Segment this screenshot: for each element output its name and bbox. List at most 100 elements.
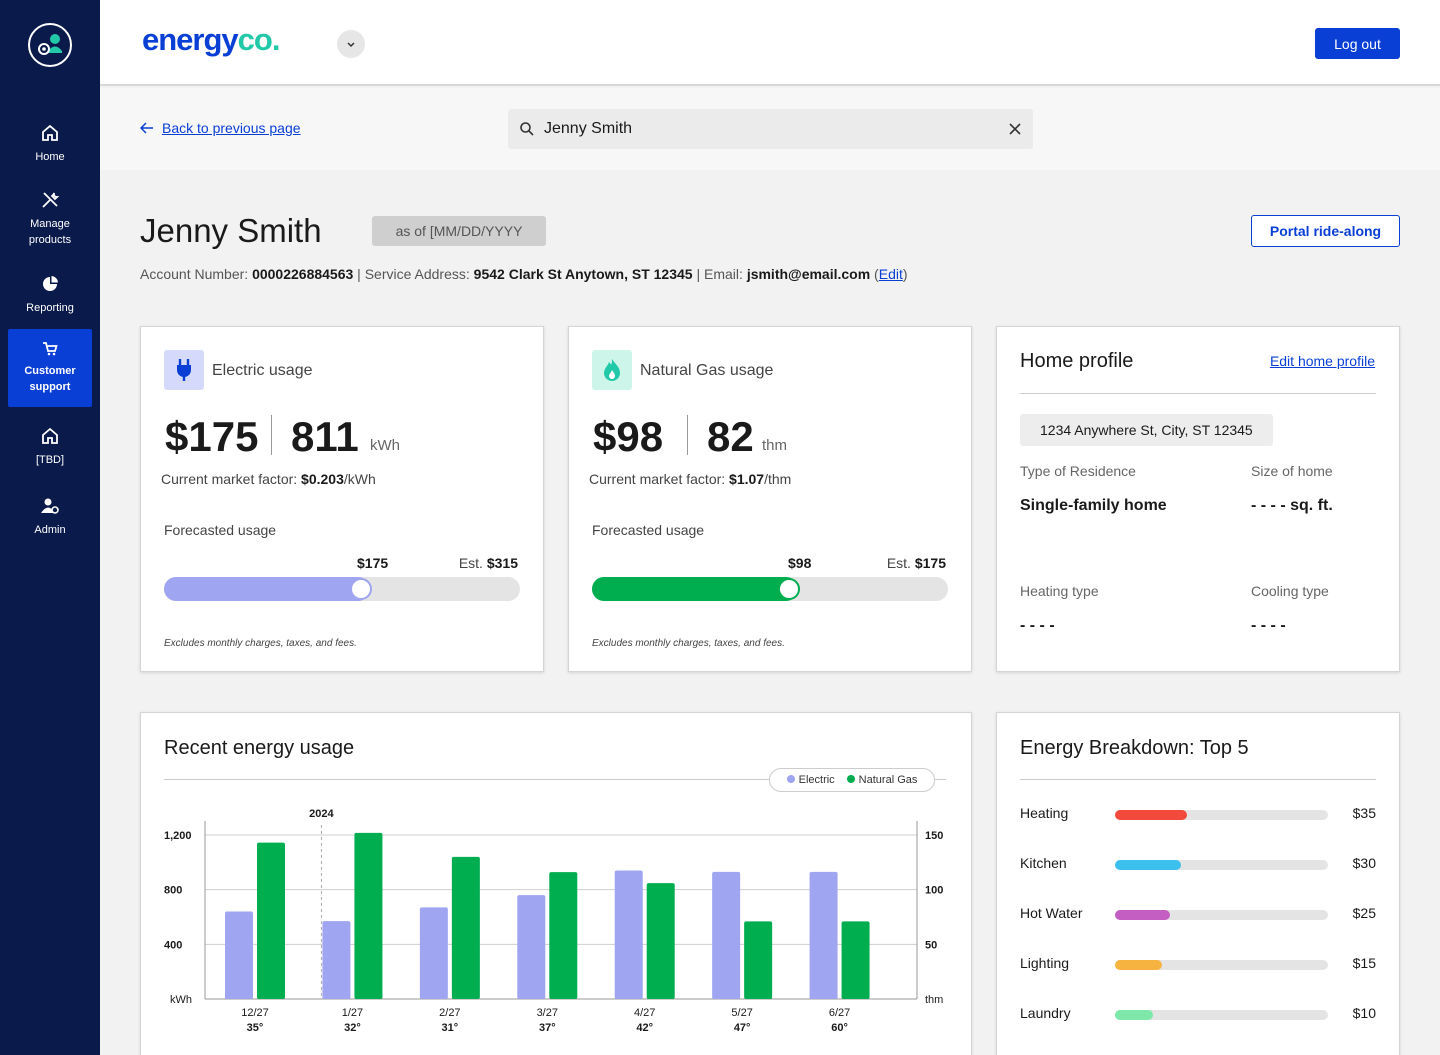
flame-icon xyxy=(592,350,632,390)
bar-natural-gas xyxy=(451,856,480,999)
search-box xyxy=(508,109,1033,149)
usage-cost: $98 xyxy=(593,413,664,460)
breakdown-bar xyxy=(1115,1010,1328,1020)
usage-note: Excludes monthly charges, taxes, and fee… xyxy=(164,638,357,649)
cooling-type-label: Cooling type xyxy=(1251,583,1329,599)
x-tick-temperature: 32° xyxy=(344,1022,361,1034)
chart-title: Recent energy usage xyxy=(164,737,355,759)
as-of-badge: as of [MM/DD/YYYY xyxy=(372,216,546,246)
x-tick-label: 12/27 xyxy=(241,1007,269,1019)
breakdown-row-laundry: Laundry $10 xyxy=(1020,1005,1376,1025)
divider xyxy=(164,779,946,780)
forecast-current: $175 xyxy=(357,555,389,571)
residence-type-label: Type of Residence xyxy=(1020,463,1136,479)
back-link[interactable]: Back to previous page xyxy=(140,120,301,136)
home-profile-title: Home profile xyxy=(1020,350,1134,372)
year-marker-label: 2024 xyxy=(309,808,334,820)
portal-ride-along-button[interactable]: Portal ride-along xyxy=(1251,215,1400,247)
home-icon xyxy=(42,427,58,444)
search-input[interactable] xyxy=(544,109,984,149)
usage-amount: 82 xyxy=(707,413,754,460)
forecast-label: Forecasted usage xyxy=(164,522,277,538)
breakdown-value: $35 xyxy=(1352,805,1376,821)
market-factor: Current market factor: $0.203/kWh xyxy=(161,471,376,487)
breakdown-row-kitchen: Kitchen $30 xyxy=(1020,855,1376,875)
bar-natural-gas xyxy=(354,832,383,999)
heating-type-value: - - - - xyxy=(1020,617,1055,634)
breakdown-bar-fill xyxy=(1115,1010,1153,1020)
breakdown-bar xyxy=(1115,960,1328,970)
forecast-progress-bar xyxy=(592,577,948,601)
bar-natural-gas xyxy=(744,921,773,999)
close-icon[interactable] xyxy=(1008,122,1022,136)
breakdown-bar-fill xyxy=(1115,960,1162,970)
gas-usage-card: Natural Gas usage $98 82 thm Current mar… xyxy=(568,326,972,672)
edit-account-link[interactable]: Edit xyxy=(878,266,903,282)
usage-bar-chart: 400 800 1,200 50 100 150 kWh thm 2024 12/27 35° 1/2… xyxy=(164,808,943,1034)
heating-type-label: Heating type xyxy=(1020,583,1099,599)
recent-energy-usage-card: Recent energy usage Electric Natural Gas… xyxy=(140,712,972,1055)
forecast-current: $98 xyxy=(788,555,812,571)
forecast-estimate: Est. $315 xyxy=(458,555,518,571)
breakdown-bar-fill xyxy=(1115,860,1181,870)
sidebar-item-manage-products[interactable]: Manage products xyxy=(8,180,92,258)
usage-title: Electric usage xyxy=(212,362,313,379)
home-icon xyxy=(42,124,58,141)
usage-title: Natural Gas usage xyxy=(640,362,774,379)
legend-item-electric: Electric xyxy=(786,774,835,786)
app-logo-icon[interactable] xyxy=(28,23,72,67)
y-right-tick-label: 50 xyxy=(925,939,937,951)
page-title: Jenny Smith xyxy=(140,212,322,249)
usage-amount: 811 xyxy=(291,413,359,460)
breakdown-row-hot-water: Hot Water $25 xyxy=(1020,905,1376,925)
sidebar-item-label: Manage products xyxy=(28,218,72,246)
sidebar-item-label: Customer support xyxy=(24,365,76,393)
user-gear-icon xyxy=(41,498,59,514)
forecast-progress-fill xyxy=(592,577,798,601)
x-tick-temperature: 47° xyxy=(734,1022,751,1034)
account-info: Account Number: 0000226884563 | Service … xyxy=(140,266,908,282)
bar-electric xyxy=(614,870,643,999)
account-number: 0000226884563 xyxy=(252,266,354,282)
breakdown-bar xyxy=(1115,810,1328,820)
breakdown-row-heating: Heating $35 xyxy=(1020,805,1376,825)
sidebar-item-admin[interactable]: Admin xyxy=(8,478,92,556)
usage-note: Excludes monthly charges, taxes, and fee… xyxy=(592,638,785,649)
x-tick-label: 1/27 xyxy=(342,1007,363,1019)
edit-home-profile-link[interactable]: Edit home profile xyxy=(1269,353,1375,369)
x-tick-temperature: 60° xyxy=(831,1022,848,1034)
x-tick-temperature: 35° xyxy=(247,1022,264,1034)
sidebar-item-home[interactable]: Home xyxy=(8,105,92,183)
breakdown-bar-fill xyxy=(1115,810,1187,820)
home-size-value: - - - - sq. ft. xyxy=(1251,497,1333,514)
divider xyxy=(1020,393,1376,394)
sidebar-item-label: [TBD] xyxy=(35,454,65,466)
brand-dropdown-button[interactable] xyxy=(337,30,365,58)
x-tick-label: 5/27 xyxy=(731,1007,752,1019)
x-tick-temperature: 42° xyxy=(636,1022,653,1034)
breakdown-value: $30 xyxy=(1352,855,1376,871)
breakdown-bar xyxy=(1115,910,1328,920)
x-tick-label: 4/27 xyxy=(634,1007,655,1019)
logout-button[interactable]: Log out xyxy=(1315,28,1400,59)
search-icon xyxy=(520,122,534,136)
bar-electric xyxy=(517,895,546,999)
legend-item-gas: Natural Gas xyxy=(846,774,917,786)
usage-unit: kWh xyxy=(370,437,400,454)
bar-electric xyxy=(419,907,448,999)
sidebar-item-customer-support[interactable]: Customer support xyxy=(8,329,92,407)
x-tick-label: 6/27 xyxy=(829,1007,850,1019)
sidebar-item-reporting[interactable]: Reporting xyxy=(8,256,92,334)
bar-natural-gas xyxy=(549,872,578,999)
breakdown-label: Hot Water xyxy=(1020,905,1083,921)
breakdown-bar xyxy=(1115,860,1328,870)
chevron-down-icon xyxy=(347,42,355,48)
breakdown-label: Lighting xyxy=(1020,955,1070,971)
x-tick-temperature: 31° xyxy=(442,1022,459,1034)
home-address: 1234 Anywhere St, City, ST 12345 xyxy=(1020,414,1273,446)
x-tick-label: 3/27 xyxy=(537,1007,558,1019)
bar-natural-gas xyxy=(841,921,870,999)
sidebar-item-tbd[interactable]: [TBD] xyxy=(8,408,92,486)
brand-logo[interactable]: energyco. xyxy=(142,22,280,57)
sidebar-item-label: Admin xyxy=(34,524,66,536)
